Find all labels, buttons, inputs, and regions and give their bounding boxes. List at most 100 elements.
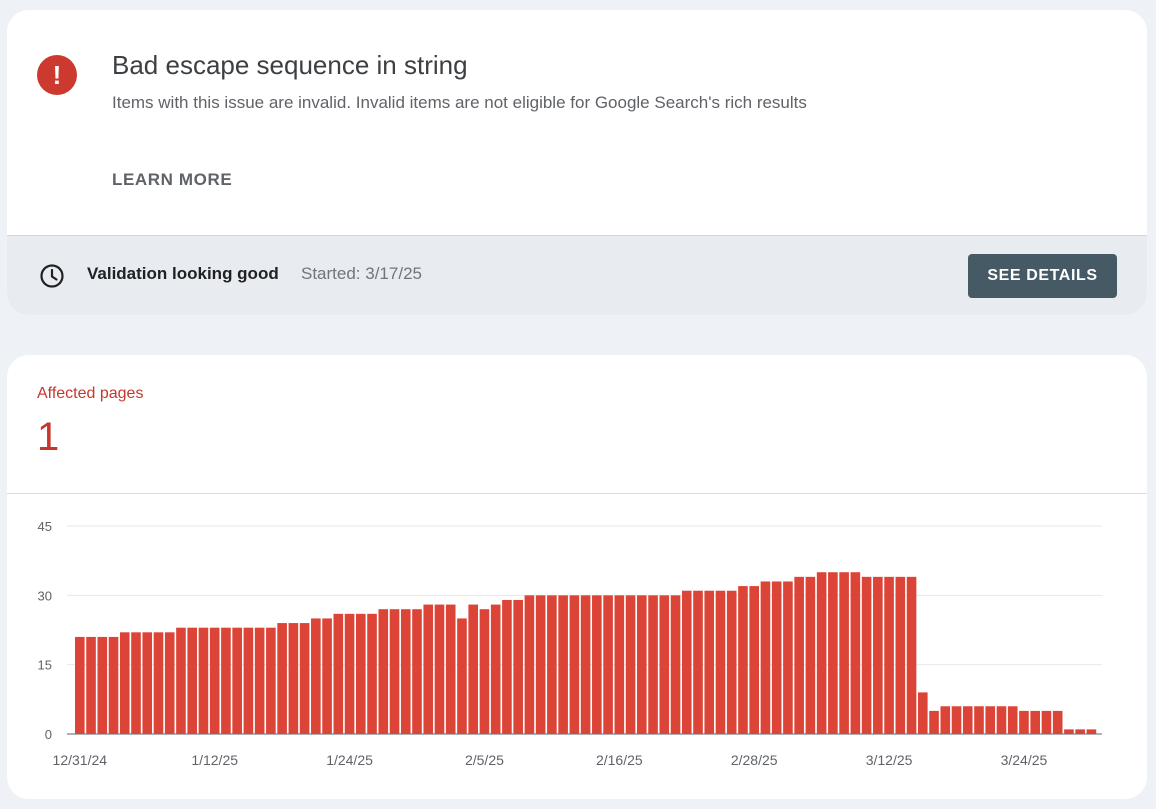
chart-bar: [1007, 706, 1018, 734]
chart-bar: [490, 604, 501, 734]
chart-bar: [625, 595, 636, 734]
chart-bar: [659, 595, 670, 734]
chart-bar: [580, 595, 591, 734]
issue-card: ! Bad escape sequence in string Items wi…: [7, 10, 1147, 315]
clock-icon: [40, 264, 64, 288]
chart-bar: [119, 632, 130, 734]
chart-bar: [445, 604, 456, 734]
validation-started-date: Started: 3/17/25: [301, 264, 422, 283]
chart-bar: [637, 595, 647, 734]
chart-bar: [457, 618, 467, 734]
chart-bar: [906, 576, 917, 734]
chart-bar: [389, 609, 400, 734]
issue-description: Items with this issue are invalid. Inval…: [112, 93, 807, 112]
chart-bar: [153, 632, 164, 734]
chart-bar: [221, 627, 231, 734]
issue-title: Bad escape sequence in string: [112, 50, 468, 80]
chart-bar: [760, 581, 771, 734]
y-tick-label: 30: [38, 588, 52, 603]
x-tick-label: 1/12/25: [191, 752, 238, 768]
chart-bar: [412, 609, 422, 734]
chart-bar: [895, 576, 906, 734]
chart-bar: [614, 595, 625, 734]
chart-bar: [198, 627, 209, 734]
chart-bar: [513, 599, 523, 734]
chart-bar: [726, 590, 737, 734]
chart-bar: [681, 590, 692, 734]
x-tick-label: 3/24/25: [1001, 752, 1048, 768]
chart-bar: [985, 706, 996, 734]
y-tick-label: 0: [45, 727, 52, 742]
chart-bar: [861, 576, 872, 734]
chart-bar: [693, 590, 703, 734]
chart-bar: [479, 609, 490, 734]
chart-bar: [603, 595, 613, 734]
chart-bar: [232, 627, 242, 734]
chart-bar: [805, 576, 816, 734]
chart-bar: [1086, 729, 1097, 734]
affected-pages-card: Affected pages 1 0 15 30 45 12/31/24 1/12/25 1…: [7, 355, 1147, 799]
chart-bar: [996, 706, 1007, 734]
chart-bar: [502, 599, 512, 734]
chart-bar: [951, 706, 962, 734]
error-icon: !: [37, 55, 77, 95]
chart-bar: [569, 595, 580, 734]
see-details-button[interactable]: SEE DETAILS: [968, 254, 1117, 298]
chart-bar: [704, 590, 715, 734]
chart-bar: [243, 627, 254, 734]
chart-bar: [1052, 710, 1063, 734]
x-tick-label: 12/31/24: [53, 752, 108, 768]
chart-bar: [648, 595, 658, 734]
chart-bar: [1030, 710, 1040, 734]
validation-status: Validation looking good: [87, 264, 279, 283]
chart-bar: [277, 623, 287, 734]
chart-bar: [322, 618, 332, 734]
x-tick-label: 1/24/25: [326, 752, 373, 768]
affected-pages-count: 1: [37, 415, 60, 459]
x-tick-label: 2/28/25: [731, 752, 778, 768]
chart-bar: [86, 636, 96, 734]
chart-bar: [715, 590, 726, 734]
chart-bar: [884, 576, 894, 734]
chart-bar: [142, 632, 153, 734]
chart-bar: [929, 710, 939, 734]
chart-bar: [97, 636, 108, 734]
chart-bar: [75, 636, 85, 734]
chart-bar: [771, 581, 782, 734]
chart-bar: [816, 572, 827, 734]
y-tick-label: 15: [38, 658, 52, 673]
chart-bar: [670, 595, 681, 734]
chart-bar: [738, 586, 748, 734]
chart-bar: [254, 627, 265, 734]
chart-bar: [378, 609, 389, 734]
x-tick-label: 2/5/25: [465, 752, 504, 768]
chart-bar: [783, 581, 793, 734]
divider: [7, 493, 1147, 494]
chart-bar: [299, 623, 310, 734]
chart-bar: [918, 692, 928, 734]
chart-bar: [367, 613, 377, 734]
chart-bar: [940, 706, 951, 734]
chart-bar: [468, 604, 478, 734]
chart-bar: [749, 586, 759, 734]
chart-bar: [962, 706, 973, 734]
chart-bar: [794, 576, 804, 734]
chart-bar: [108, 636, 119, 734]
chart-bar: [1075, 729, 1085, 734]
chart-bar: [176, 627, 186, 734]
chart-bar: [356, 613, 366, 734]
chart-bar: [344, 613, 355, 734]
affected-pages-chart: 0 15 30 45 12/31/24 1/12/25 1/24/25 2/5/25 2/16/…: [38, 519, 1102, 768]
affected-pages-label: Affected pages: [37, 385, 144, 402]
chart-bar: [873, 576, 883, 734]
chart-bar: [400, 609, 411, 734]
learn-more-link[interactable]: LEARN MORE: [112, 170, 233, 189]
validation-status-bar: Validation looking good Started: 3/17/25…: [7, 235, 1147, 315]
chart-bar: [266, 627, 276, 734]
chart-bar: [1064, 729, 1074, 734]
chart-bar: [592, 595, 602, 734]
chart-bar: [164, 632, 175, 734]
chart-bar: [288, 623, 299, 734]
chart-bar: [1041, 710, 1052, 734]
chart-bar: [434, 604, 445, 734]
